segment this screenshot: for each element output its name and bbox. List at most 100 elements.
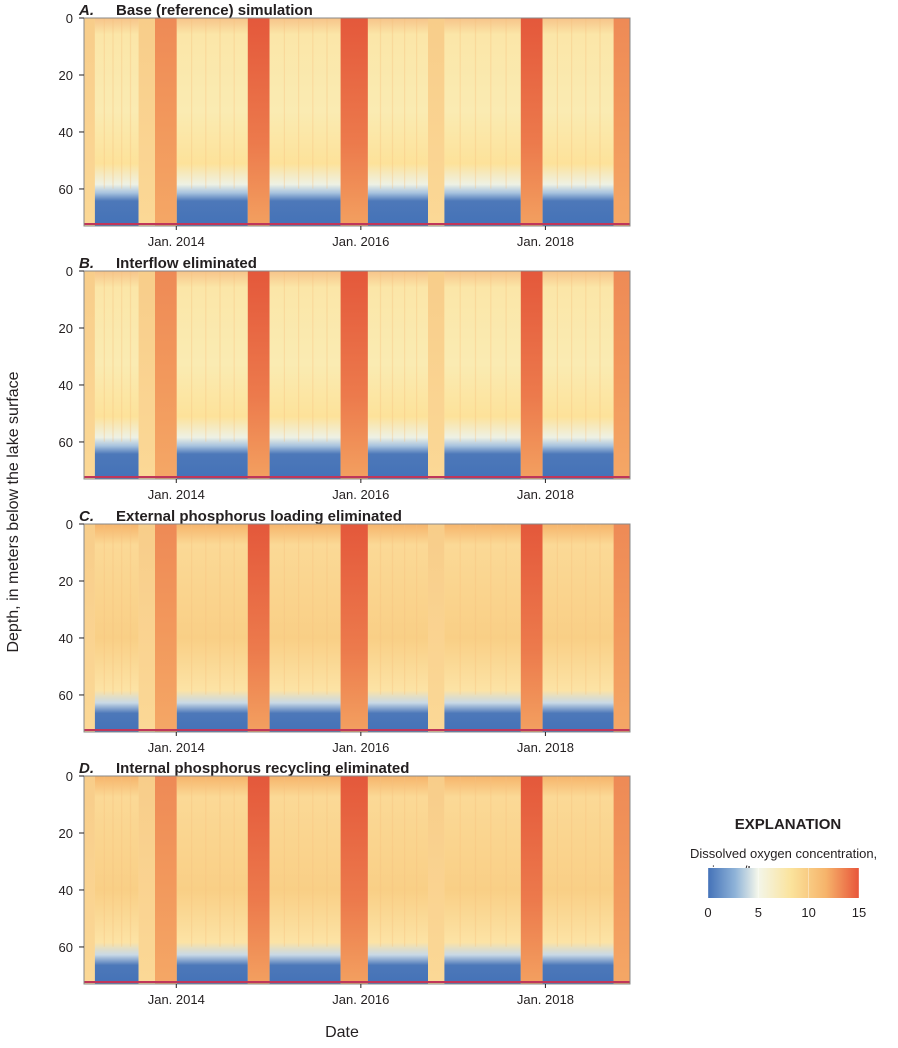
x-tick-label: Jan. 2014 [148,234,205,249]
heatmap-streak [391,271,394,442]
heatmap-streak [416,776,418,947]
heatmap-streak [505,18,507,189]
heatmap-band [520,18,543,226]
heatmap-band [520,776,543,984]
heatmap-streak [298,776,300,947]
heatmap-streak [219,18,221,189]
heatmap-streak [474,776,477,947]
heatmap-band [340,776,368,984]
heatmap-bottom-line [84,729,630,731]
x-tick-label: Jan. 2014 [148,740,205,755]
panel-d: D. Internal phosphorus recycling elimina… [59,760,631,1007]
heatmap-band [444,776,521,984]
y-tick-label: 60 [59,688,73,703]
heatmap-band [94,18,139,226]
heatmap-streak [103,524,105,695]
heatmap-streak [191,18,193,189]
heatmap-streak [556,18,558,189]
y-tick-label: 60 [59,435,73,450]
y-tick-label: 40 [59,631,73,646]
heatmap-streak [599,776,601,947]
heatmap-band [444,18,521,226]
heatmap-band [94,524,139,732]
heatmap-band [613,524,630,732]
heatmap-streak [490,524,492,695]
heatmap-streak [599,524,601,695]
heatmap-band [542,18,614,226]
y-tick-label: 60 [59,940,73,955]
heatmap-band [155,271,177,479]
heatmap-band [613,776,630,984]
heatmap-band [613,18,630,226]
heatmap-streak [474,18,477,189]
heatmap-band [84,524,95,732]
heatmap-streak [599,18,601,189]
x-tick-label: Jan. 2016 [332,487,389,502]
x-tick-label: Jan. 2018 [517,487,574,502]
heatmap-streak [404,524,406,695]
heatmap-streak [571,524,573,695]
heatmap-band [340,18,368,226]
heatmap-band [542,776,614,984]
heatmap-streak [459,18,461,189]
axes: 0 20 40 60 Jan. 2014 Jan. 2016 Jan. 2018 [59,769,574,1007]
panel-b: B. Interflow eliminated 0 20 40 60 Jan. 2014… [59,255,631,502]
legend-tick-label: 15 [852,905,866,920]
heatmap-band [176,524,248,732]
heatmap-streak [233,271,235,442]
heatmap-band [520,524,543,732]
heatmap-streak [474,271,477,442]
heatmap-band [428,18,445,226]
heatmap-streak [112,271,114,442]
y-tick-label: 20 [59,826,73,841]
heatmap-band [269,18,341,226]
heatmap-streak [298,271,300,442]
heatmap-streak [129,524,132,695]
heatmap-band [155,776,177,984]
heatmap-streak [112,776,114,947]
y-tick-label: 60 [59,182,73,197]
heatmap-band [542,524,614,732]
heatmap-band [247,776,270,984]
axes: 0 20 40 60 Jan. 2014 Jan. 2016 Jan. 2018 [59,517,574,755]
heatmap-streak [205,524,207,695]
heatmap-band [340,524,368,732]
heatmap-plot-area [83,523,631,733]
heatmap-streak [505,524,507,695]
heatmap-streak [121,18,123,189]
heatmap-plot-area [83,17,631,227]
heatmap-streak [505,271,507,442]
heatmap-streak [121,776,123,947]
panel-letter: B. [79,255,94,272]
heatmap-band [428,776,445,984]
panel-letter: D. [79,760,94,777]
heatmap-bottom-line [84,981,630,983]
heatmap-streak [459,524,461,695]
heatmap-band [428,271,445,479]
heatmap-streak [103,776,105,947]
panel-title: Base (reference) simulation [116,2,313,19]
panel-a: A. Base (reference) simulation 0 20 40 60 Ja… [59,2,631,249]
y-tick-label: 0 [66,264,73,279]
heatmap-band [176,271,248,479]
heatmap-streak [191,776,193,947]
heatmap-band [520,271,543,479]
heatmap-streak [129,776,132,947]
legend-tick-label: 0 [704,905,711,920]
x-tick-label: Jan. 2018 [517,234,574,249]
y-tick-label: 20 [59,68,73,83]
heatmap-streak [112,18,114,189]
heatmap-streak [326,524,328,695]
heatmap-plot-area [83,775,631,985]
heatmap-band [138,18,155,226]
heatmap-band [138,271,155,479]
heatmap-streak [459,776,461,947]
heatmap-streak [490,271,492,442]
heatmap-bottom-line [84,476,630,478]
panel-c: C. External phosphorus loading eliminate… [59,508,631,755]
heatmap-streak [121,524,123,695]
heatmap-streak [112,524,114,695]
heatmap-band [613,271,630,479]
heatmap-streak [205,18,207,189]
heatmap-streak [205,776,207,947]
